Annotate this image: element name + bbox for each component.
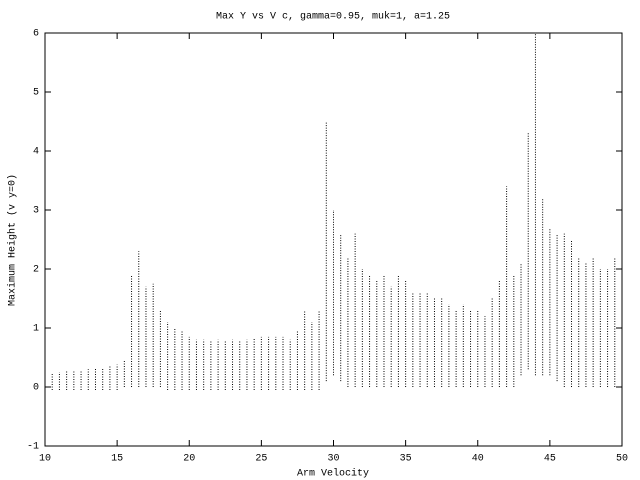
y-tick-label: 0: [33, 383, 39, 394]
x-tick-label: 20: [183, 454, 195, 465]
x-tick-label: 50: [616, 454, 628, 465]
y-tick-label: 3: [33, 206, 39, 217]
x-tick-label: 45: [544, 454, 556, 465]
x-tick-label: 15: [111, 454, 123, 465]
y-tick-label: 5: [33, 88, 39, 99]
y-tick-label: 4: [33, 147, 39, 158]
x-axis-label: Arm Velocity: [297, 468, 369, 480]
x-tick-label: 30: [327, 454, 339, 465]
y-tick-label: 6: [33, 29, 39, 40]
chart-title: Max Y vs V c, gamma=0.95, muk=1, a=1.25: [216, 11, 450, 23]
y-axis-label: Maximum Height (v y=0): [7, 174, 19, 306]
x-tick-label: 35: [400, 454, 412, 465]
x-tick-label: 25: [255, 454, 267, 465]
x-tick-label: 40: [472, 454, 484, 465]
y-tick-label: 2: [33, 265, 39, 276]
y-tick-label: 1: [33, 324, 39, 335]
x-tick-label: 10: [39, 454, 51, 465]
y-tick-label: -1: [27, 442, 39, 453]
